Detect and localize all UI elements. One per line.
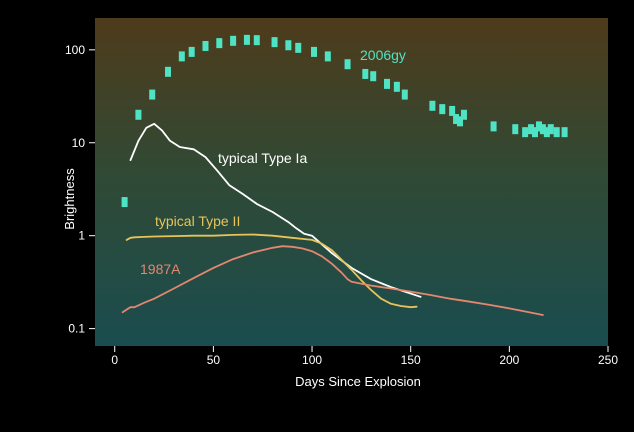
point-2006gy: [188, 46, 195, 57]
point-2006gy: [512, 124, 519, 135]
point-2006gy: [539, 124, 546, 135]
point-2006gy: [449, 105, 456, 116]
y-tick-label-1: 1: [78, 229, 85, 243]
point-2006gy: [370, 71, 377, 82]
point-2006gy: [553, 127, 560, 138]
x-tick-label-250: 250: [598, 353, 618, 367]
line-typical-type-ia: [129, 122, 422, 298]
y-axis-label: Brightness: [62, 168, 77, 230]
x-axis-label: Days Since Explosion: [295, 374, 421, 389]
x-tick-label-100: 100: [302, 353, 322, 367]
point-2006gy: [393, 81, 400, 92]
point-2006gy: [439, 104, 446, 115]
point-2006gy: [178, 51, 185, 62]
series-label-typical-type-ia: typical Type Ia: [218, 150, 307, 166]
point-2006gy: [531, 127, 538, 138]
point-2006gy: [543, 127, 550, 138]
point-2006gy: [561, 127, 568, 138]
point-2006gy: [535, 121, 542, 132]
point-2006gy: [271, 37, 278, 48]
x-tick-label-50: 50: [207, 353, 221, 367]
series-label-1987a: 1987A: [140, 261, 181, 277]
point-2006gy: [121, 197, 128, 208]
x-tick-label-200: 200: [499, 353, 519, 367]
axes: 0 50 100 150 200 250 0.1 1 10 100: [65, 43, 618, 367]
point-2006gy: [324, 51, 331, 62]
plot-area: [95, 18, 608, 346]
data-marks: 2006gy typical Type Ia typical Type II 1987…: [121, 34, 568, 316]
point-2006gy: [344, 59, 351, 70]
point-2006gy: [285, 40, 292, 51]
point-2006gy: [362, 68, 369, 79]
x-tick-label-0: 0: [111, 353, 118, 367]
point-2006gy: [457, 116, 464, 127]
point-2006gy: [547, 124, 554, 135]
y-tick-label-10: 10: [72, 136, 86, 150]
x-tick-label-150: 150: [401, 353, 421, 367]
point-2006gy: [522, 127, 529, 138]
point-2006gy: [202, 40, 209, 51]
point-2006gy: [295, 42, 302, 53]
line-typical-type-ii: [125, 233, 418, 309]
point-2006gy: [230, 35, 237, 46]
point-2006gy: [460, 109, 467, 120]
point-2006gy: [429, 100, 436, 111]
point-2006gy: [253, 35, 260, 46]
point-2006gy: [165, 66, 172, 77]
point-2006gy: [384, 78, 391, 89]
point-2006gy: [453, 114, 460, 125]
point-2006gy: [243, 34, 250, 45]
point-2006gy: [490, 121, 497, 132]
series-label-typical-type-ii: typical Type II: [155, 213, 240, 229]
line-1987a: [121, 245, 544, 316]
point-2006gy: [135, 109, 142, 120]
point-2006gy: [216, 38, 223, 49]
point-2006gy: [401, 89, 408, 100]
point-2006gy: [311, 46, 318, 57]
series-label-2006gy: 2006gy: [360, 47, 406, 63]
point-2006gy: [149, 89, 156, 100]
y-tick-label-0.1: 0.1: [68, 322, 85, 336]
point-2006gy: [528, 124, 535, 135]
y-tick-label-100: 100: [65, 43, 85, 57]
